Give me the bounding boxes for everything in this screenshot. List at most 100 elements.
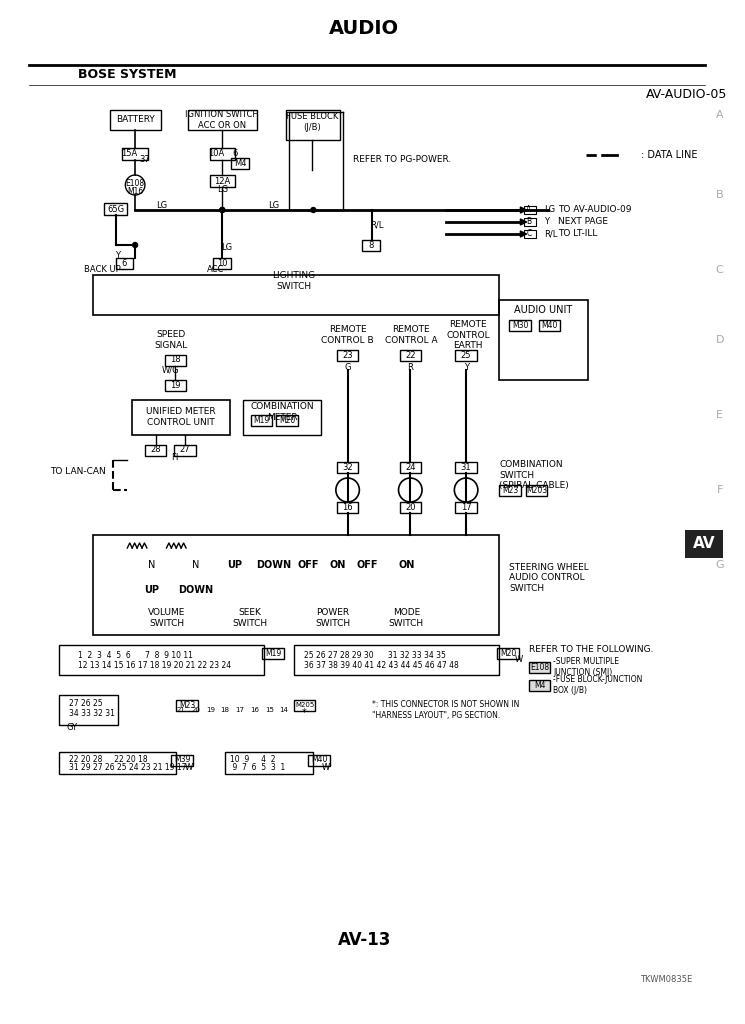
Text: C: C xyxy=(716,265,723,275)
Bar xyxy=(165,355,186,366)
Bar xyxy=(276,415,298,426)
Bar xyxy=(529,680,551,691)
Text: 65G: 65G xyxy=(107,205,124,213)
Text: W: W xyxy=(322,764,330,772)
Text: 24: 24 xyxy=(405,463,416,471)
Text: G: G xyxy=(715,560,724,570)
Text: 19: 19 xyxy=(206,707,215,713)
Text: 22 20 28     22 20 18: 22 20 28 22 20 18 xyxy=(69,755,148,764)
Text: E: E xyxy=(716,410,723,420)
Text: 37: 37 xyxy=(139,156,150,165)
Bar xyxy=(499,300,588,380)
Bar xyxy=(498,648,519,659)
Bar xyxy=(250,415,272,426)
Text: B: B xyxy=(716,190,723,200)
Text: GY: GY xyxy=(66,724,77,732)
Text: 12 13 14 15 16 17 18 19 20 21 22 23 24: 12 13 14 15 16 17 18 19 20 21 22 23 24 xyxy=(78,660,232,670)
Text: Y: Y xyxy=(115,251,120,259)
Text: A: A xyxy=(716,110,723,120)
Text: FI: FI xyxy=(171,454,179,463)
Text: VOLUME
SWITCH: VOLUME SWITCH xyxy=(148,608,186,628)
Bar xyxy=(262,648,284,659)
Text: BATTERY: BATTERY xyxy=(115,116,154,125)
Bar xyxy=(231,158,249,169)
Bar xyxy=(209,148,235,160)
Bar xyxy=(174,445,196,456)
Bar xyxy=(685,530,723,558)
Text: 1  2  3  4  5  6      7  8  9 10 11: 1 2 3 4 5 6 7 8 9 10 11 xyxy=(78,650,193,659)
Text: W/G: W/G xyxy=(162,366,180,375)
Text: C: C xyxy=(526,229,531,239)
Text: DOWN: DOWN xyxy=(178,585,213,595)
Text: G: G xyxy=(344,364,351,373)
Text: 27 26 25: 27 26 25 xyxy=(69,698,102,708)
Text: 19: 19 xyxy=(170,381,180,389)
Text: M19: M19 xyxy=(265,648,282,657)
Text: M20: M20 xyxy=(279,416,295,425)
Bar xyxy=(209,175,235,187)
Bar xyxy=(455,502,477,513)
Bar xyxy=(188,110,256,130)
Bar xyxy=(294,645,499,675)
Bar xyxy=(499,485,521,496)
Text: M39: M39 xyxy=(174,756,190,765)
Text: M40: M40 xyxy=(541,321,557,330)
Text: 27: 27 xyxy=(180,445,191,455)
Text: -SUPER MULTIPLE
JUNCTION (SMJ): -SUPER MULTIPLE JUNCTION (SMJ) xyxy=(554,657,619,677)
Text: 14: 14 xyxy=(279,707,288,713)
Text: COMBINATION
SWITCH
(SPIRAL CABLE): COMBINATION SWITCH (SPIRAL CABLE) xyxy=(499,460,569,489)
Text: 32: 32 xyxy=(342,463,353,471)
Circle shape xyxy=(133,243,138,248)
Text: 9  7  6  5  3  1: 9 7 6 5 3 1 xyxy=(230,764,285,772)
Text: IGNITION SWITCH
ACC OR ON: IGNITION SWITCH ACC OR ON xyxy=(186,111,259,130)
Text: FUSE BLOCK
(J/B): FUSE BLOCK (J/B) xyxy=(286,113,338,132)
Text: 18: 18 xyxy=(221,707,229,713)
Text: 20: 20 xyxy=(405,503,416,512)
Text: 16: 16 xyxy=(342,503,353,512)
Text: UP: UP xyxy=(227,560,243,570)
Text: 34 33 32 31: 34 33 32 31 xyxy=(69,709,115,718)
Bar xyxy=(399,502,421,513)
Text: NEXT PAGE: NEXT PAGE xyxy=(558,217,608,226)
Bar xyxy=(165,380,186,391)
Bar xyxy=(59,695,118,725)
Text: AV-AUDIO-05: AV-AUDIO-05 xyxy=(646,88,728,101)
Bar xyxy=(362,240,380,251)
Text: 21: 21 xyxy=(177,707,186,713)
Bar xyxy=(455,462,477,473)
Bar xyxy=(286,110,340,140)
Text: M4: M4 xyxy=(533,681,545,689)
Bar xyxy=(539,319,560,331)
Bar xyxy=(171,755,193,766)
Bar xyxy=(337,350,358,361)
Text: B: B xyxy=(526,217,531,226)
Bar xyxy=(110,110,161,130)
Text: 31: 31 xyxy=(461,463,472,471)
Text: TKWM0835E: TKWM0835E xyxy=(640,976,692,984)
Text: -FUSE BLOCK-JUNCTION
BOX (J/B): -FUSE BLOCK-JUNCTION BOX (J/B) xyxy=(554,675,643,694)
Text: W: W xyxy=(185,764,193,772)
Text: STEERING WHEEL
AUDIO CONTROL
SWITCH: STEERING WHEEL AUDIO CONTROL SWITCH xyxy=(509,563,589,593)
Bar xyxy=(399,350,421,361)
Text: W: W xyxy=(515,655,523,665)
Text: 15A: 15A xyxy=(121,150,137,159)
Text: F: F xyxy=(717,485,723,495)
Bar xyxy=(132,400,230,435)
Text: 17: 17 xyxy=(461,503,472,512)
Text: ON: ON xyxy=(398,560,414,570)
Bar xyxy=(529,662,551,673)
Text: REMOTE
CONTROL A: REMOTE CONTROL A xyxy=(385,326,437,345)
Text: M19: M19 xyxy=(253,416,270,425)
Bar xyxy=(104,203,127,215)
Text: 18: 18 xyxy=(170,355,180,365)
Text: M20: M20 xyxy=(500,648,516,657)
Text: M16: M16 xyxy=(127,187,143,197)
Bar xyxy=(59,645,264,675)
Bar xyxy=(59,752,177,774)
Text: DOWN: DOWN xyxy=(256,560,292,570)
Text: 8: 8 xyxy=(369,241,374,250)
Circle shape xyxy=(311,208,316,213)
Text: N: N xyxy=(192,560,200,570)
Bar xyxy=(115,258,133,269)
Text: Y: Y xyxy=(545,217,549,226)
